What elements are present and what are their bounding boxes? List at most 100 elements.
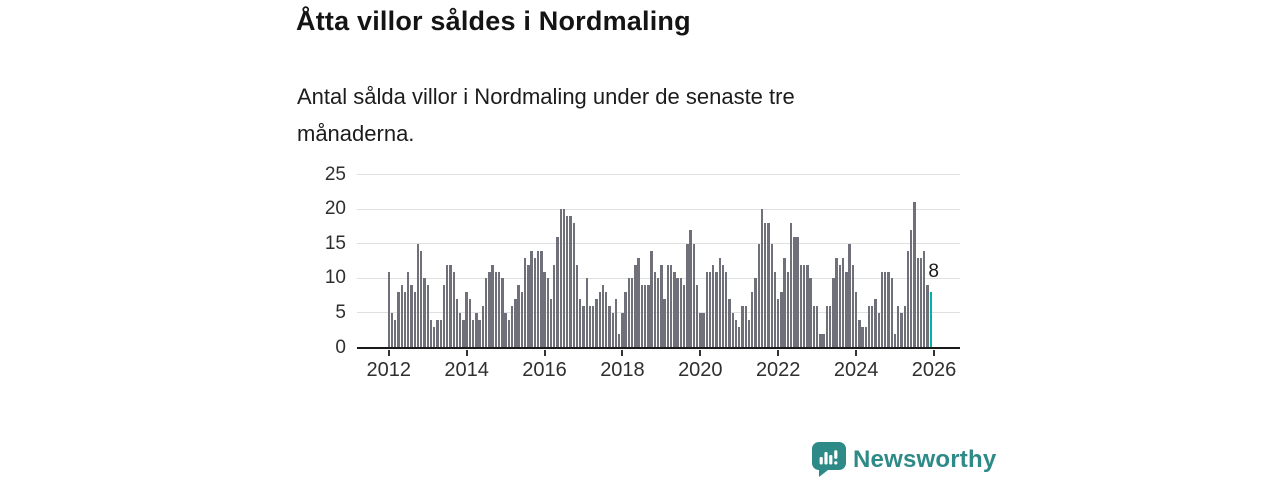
bar	[708, 271, 712, 348]
bar	[926, 285, 929, 348]
bar	[410, 285, 413, 348]
bar	[721, 264, 725, 348]
bar	[676, 278, 679, 348]
x-axis-tick-label: 2016	[522, 359, 567, 381]
bar	[491, 264, 494, 348]
bar	[890, 278, 893, 348]
gridline	[357, 174, 960, 176]
bar	[702, 312, 705, 348]
bar	[397, 292, 400, 348]
bar	[767, 223, 770, 348]
bar	[809, 278, 812, 348]
chart-bubble-icon	[812, 442, 846, 477]
bar	[747, 319, 751, 348]
bar	[403, 292, 407, 348]
bar	[533, 257, 537, 348]
bar	[731, 312, 734, 348]
bar	[923, 250, 926, 348]
bar	[841, 257, 845, 348]
bar	[663, 299, 666, 348]
bar	[407, 271, 410, 348]
bar	[906, 250, 910, 348]
bar	[442, 285, 446, 348]
bar	[793, 237, 796, 348]
bar	[877, 312, 880, 348]
bar	[666, 264, 670, 348]
bar	[773, 271, 777, 348]
bar	[851, 264, 855, 348]
bar	[919, 257, 923, 348]
bar	[828, 306, 832, 348]
x-axis-tick-label: 2018	[600, 359, 645, 381]
bar	[462, 319, 465, 348]
x-axis-tick-label: 2012	[366, 359, 412, 381]
bar	[517, 285, 520, 348]
bar	[780, 292, 783, 348]
bar	[799, 264, 803, 348]
bar	[822, 333, 825, 348]
bar	[900, 312, 903, 348]
bar	[819, 333, 822, 348]
bar	[754, 278, 757, 348]
bar	[673, 271, 676, 348]
bar	[715, 271, 718, 348]
bar	[913, 202, 916, 348]
bar	[439, 319, 442, 348]
bar	[624, 292, 627, 348]
bar	[712, 264, 715, 348]
y-axis-tick-label: 20	[324, 198, 346, 220]
bar	[527, 264, 530, 348]
bar	[452, 271, 455, 348]
bar	[728, 299, 731, 348]
bar	[468, 299, 472, 348]
bar	[530, 250, 533, 348]
y-axis-tick-label: 0	[335, 336, 346, 358]
bar	[423, 278, 426, 348]
bar	[858, 319, 861, 348]
bar	[880, 271, 884, 348]
bar	[569, 216, 572, 348]
gridline	[357, 243, 960, 245]
bar	[770, 243, 773, 348]
bar	[867, 306, 871, 348]
bar	[520, 292, 524, 348]
bar	[621, 312, 624, 348]
bar	[903, 306, 906, 348]
bar	[884, 271, 887, 348]
bar	[501, 278, 504, 348]
bar	[536, 250, 540, 348]
x-axis-tick-label: 2022	[755, 359, 801, 381]
bar	[910, 230, 913, 348]
bar	[549, 299, 553, 348]
bar	[543, 271, 546, 348]
bar	[514, 299, 517, 348]
bar	[540, 250, 543, 348]
bar	[611, 312, 614, 348]
x-axis-tick-label: 2026	[911, 359, 957, 381]
bar	[627, 278, 631, 348]
bar	[660, 264, 663, 348]
bar	[637, 257, 640, 348]
bar	[400, 285, 403, 348]
bar	[744, 306, 747, 348]
bar-value-annotation: 8	[928, 261, 939, 282]
x-axis-tick	[465, 349, 468, 356]
axis-baseline	[357, 346, 960, 350]
bar	[806, 264, 809, 348]
x-axis-tick-label: 2024	[833, 359, 879, 381]
bar	[614, 299, 618, 348]
bar	[845, 271, 848, 348]
bar	[390, 312, 394, 348]
bar	[871, 306, 874, 348]
bar	[682, 285, 686, 348]
bar	[416, 243, 420, 348]
bar	[864, 326, 867, 348]
bar	[592, 306, 595, 348]
bar	[436, 319, 439, 348]
bar	[478, 319, 481, 348]
x-axis-tick-label: 2014	[444, 359, 489, 381]
y-axis-tick-label: 25	[324, 163, 346, 185]
bar	[838, 264, 842, 348]
